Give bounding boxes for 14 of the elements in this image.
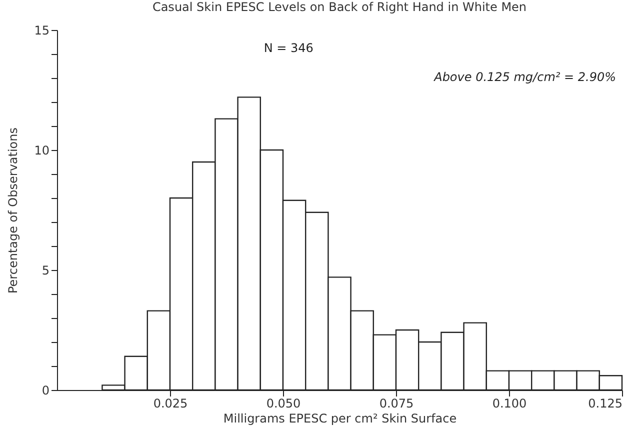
annotation: N = 346: [264, 41, 314, 55]
y-tick-label: 15: [34, 24, 50, 38]
y-tick-label: 5: [42, 264, 50, 278]
annotation: Above 0.125 mg/cm² = 2.90%: [433, 70, 616, 84]
y-tick-label: 0: [42, 384, 50, 398]
y-axis-title: Percentage of Observations: [6, 127, 20, 294]
x-tick-label: 0.075: [379, 396, 414, 410]
chart-title: Casual Skin EPESC Levels on Back of Right Hand in White Men: [152, 0, 527, 14]
x-tick-label: 0.050: [266, 396, 301, 410]
x-axis-title: Milligrams EPESC per cm² Skin Surface: [223, 412, 457, 426]
y-tick-label: 10: [34, 144, 50, 158]
x-tick-label: 0.125: [588, 396, 622, 410]
x-tick-label: 0.025: [153, 396, 188, 410]
x-tick-label: 0.100: [492, 396, 527, 410]
